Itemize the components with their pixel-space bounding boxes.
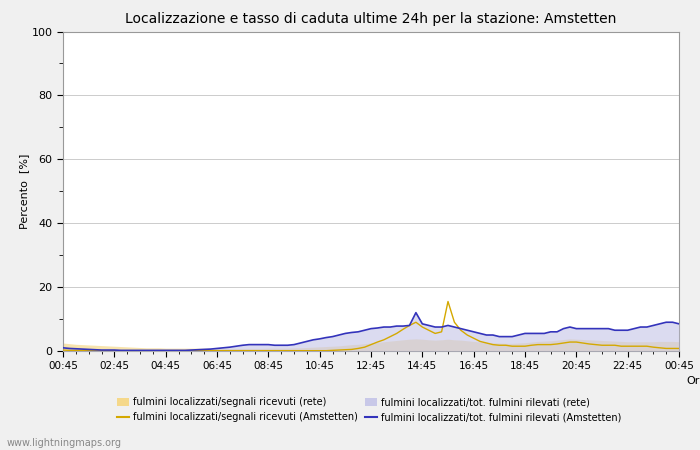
Y-axis label: Percento  [%]: Percento [%]	[19, 153, 29, 229]
Text: Orario: Orario	[686, 376, 700, 386]
Title: Localizzazione e tasso di caduta ultime 24h per la stazione: Amstetten: Localizzazione e tasso di caduta ultime …	[125, 12, 617, 26]
Legend: fulmini localizzati/segnali ricevuti (rete), fulmini localizzati/segnali ricevut: fulmini localizzati/segnali ricevuti (re…	[117, 397, 622, 422]
Text: www.lightningmaps.org: www.lightningmaps.org	[7, 438, 122, 448]
